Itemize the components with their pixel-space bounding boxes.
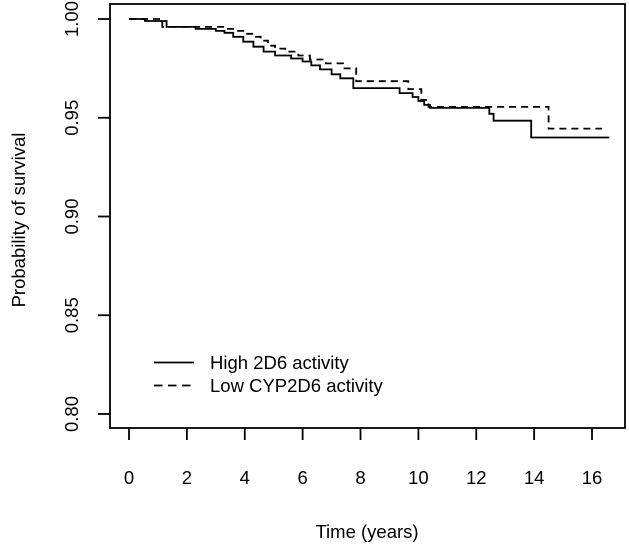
x-tick-label: 10	[408, 467, 429, 488]
x-tick-label: 12	[466, 467, 487, 488]
x-tick-label: 14	[524, 467, 545, 488]
series-high-2d6-activity	[129, 18, 610, 139]
legend: High 2D6 activity Low CYP2D6 activity	[153, 351, 383, 397]
x-tick-label: 16	[582, 467, 603, 488]
y-tick-label: 0.85	[61, 297, 82, 333]
y-axis-title: Probability of survival	[8, 132, 29, 308]
y-tick-label: 0.80	[61, 396, 82, 432]
x-tick-label: 0	[124, 467, 134, 488]
x-tick-label: 8	[355, 467, 365, 488]
y-tick-label: 0.90	[61, 198, 82, 234]
legend-item-high-2d6: High 2D6 activity	[153, 351, 383, 374]
y-tick-label: 0.95	[61, 100, 82, 136]
dashed-line-icon	[154, 384, 194, 387]
y-tick-label: 1.00	[61, 1, 82, 37]
x-axis-title: Time (years)	[315, 521, 419, 542]
legend-label-high-2d6: High 2D6 activity	[210, 351, 349, 373]
solid-line-icon	[154, 361, 194, 364]
x-tick-label: 4	[240, 467, 250, 488]
series-low-cyp2d6-activity	[129, 18, 603, 130]
x-axis: 0 2 4 6 8 10 12 14 16	[124, 428, 602, 488]
legend-item-low-cyp2d6: Low CYP2D6 activity	[153, 374, 383, 397]
x-tick-label: 2	[182, 467, 192, 488]
y-axis: 0.80 0.85 0.90 0.95 1.00	[61, 1, 110, 432]
legend-label-low-cyp2d6: Low CYP2D6 activity	[210, 374, 383, 396]
x-tick-label: 6	[297, 467, 307, 488]
